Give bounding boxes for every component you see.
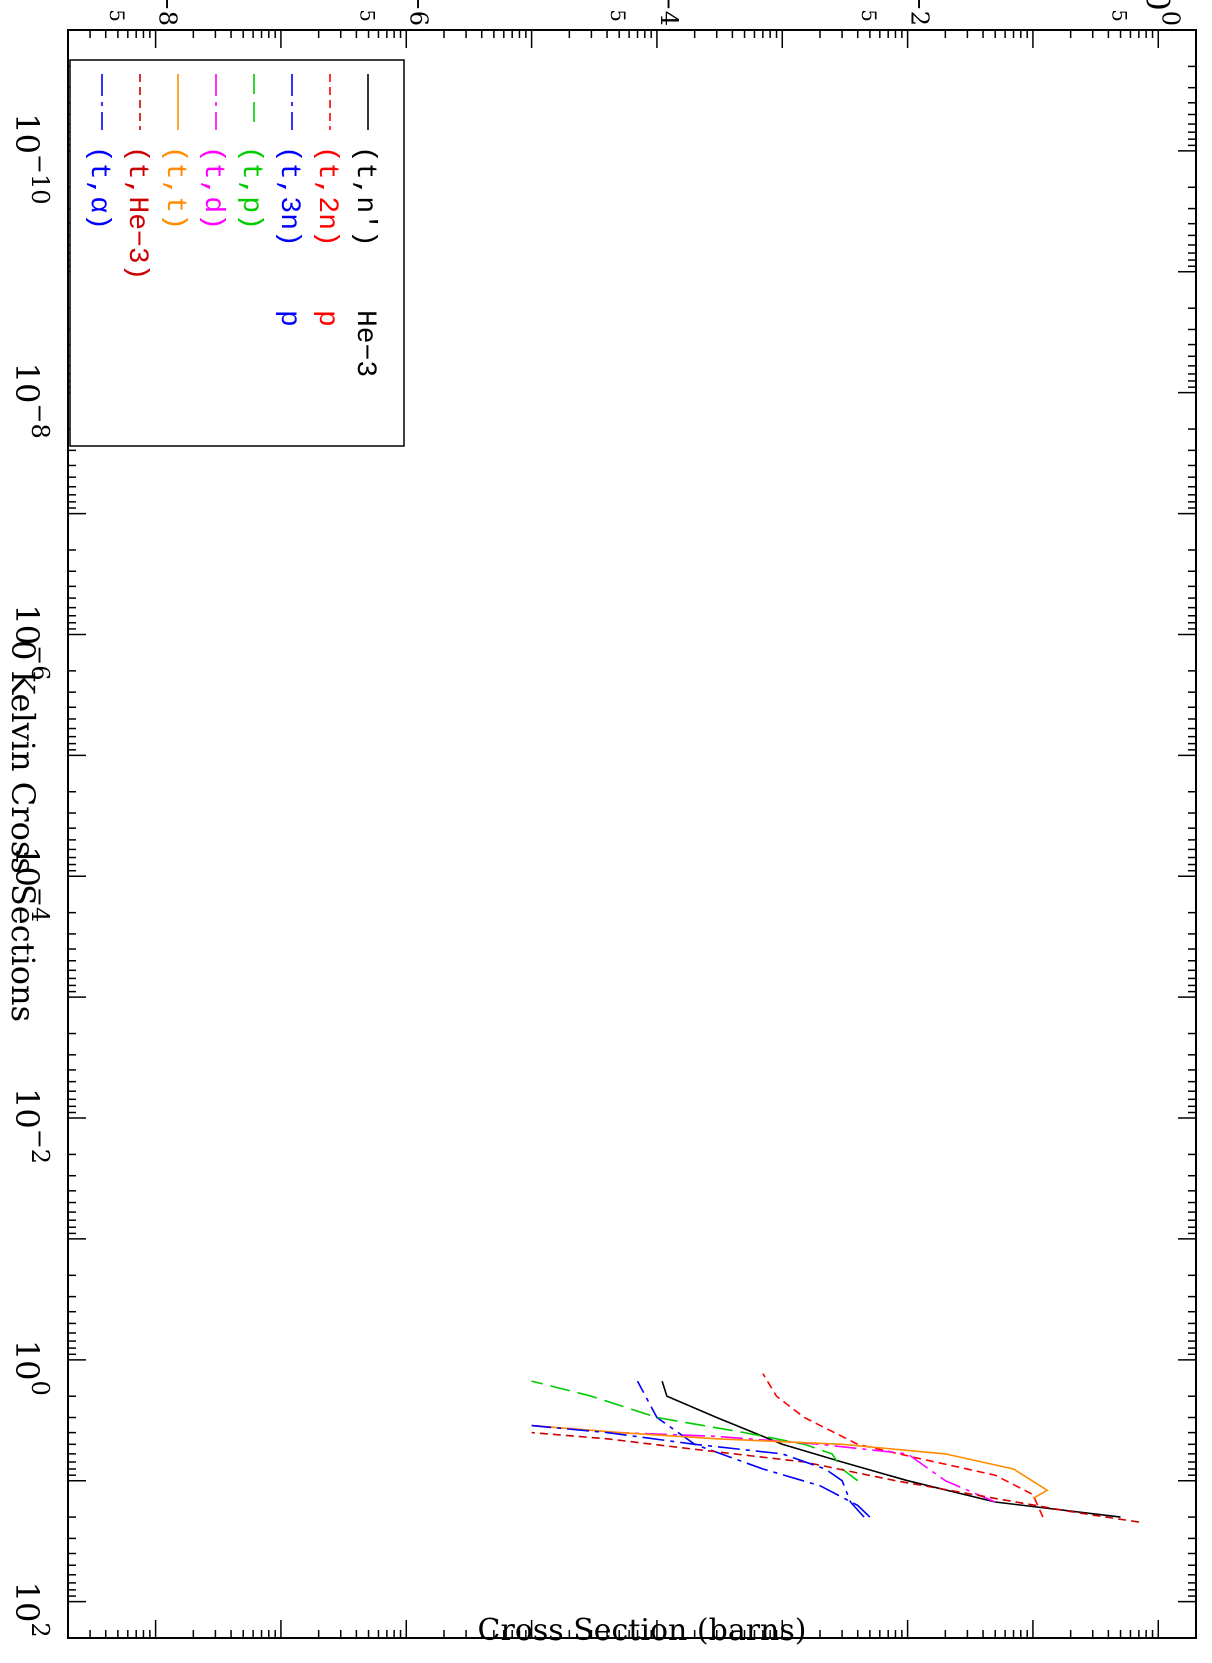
series-line [531,1380,859,1482]
y-minor-label: 5 [1108,9,1132,22]
y-axis-label: Cross Section (barns) [478,1613,807,1648]
y-tick-label: 100 [1138,0,1184,26]
legend-label: (t,α) [83,146,114,230]
series-line [531,1424,865,1518]
series-line [762,1373,1044,1518]
legend-label: (t,d) [197,146,228,230]
chart-title: 0 Kelvin Cross Sections [4,640,42,1022]
x-tick-label: 102 [8,1582,54,1638]
plot-frame [67,29,1197,1639]
legend-label: (t,3n) [273,146,304,247]
legend-label: (t,2n) [311,146,342,247]
y-minor-label: 5 [857,9,881,22]
series-line [661,1380,1121,1518]
tick-labels: 10−10 10−8 10−6 10−4 10−2 100 102 100 10−2 10−4 10… [8,0,1184,1638]
series-line [636,1380,871,1518]
series-line [531,1431,1140,1523]
legend-label: (t,n') [349,146,380,247]
legend-label-suffix: p [273,310,304,327]
legend-box [69,59,405,447]
x-tick-label: 10−10 [8,113,54,204]
y-tick-label: 10−4 [637,0,683,26]
series-layer [531,1373,1140,1523]
rotated-plot: 0 Kelvin Cross Sections Cross Section (b… [4,0,1197,1648]
x-tick-label: 10−4 [8,846,54,922]
y-minor-label: 5 [606,9,630,22]
legend-label: (t,He−3) [121,146,152,280]
y-minor-label: 5 [356,9,380,22]
legend-label-suffix: He−3 [349,310,380,377]
legend-label: (t,p) [235,146,266,230]
axes-frame [67,29,1197,1639]
legend-label-suffix: p [311,310,342,327]
legend: (t,n')He−3(t,2n)p(t,3n)p(t,p)(t,d)(t,t)(… [69,59,405,447]
legend-label: (t,t) [159,146,190,230]
series-line [531,1424,1049,1500]
x-tick-label: 10−8 [8,363,54,439]
x-tick-label: 10−6 [8,604,54,680]
y-tick-label: 10−8 [136,0,182,26]
y-tick-label: 10−6 [386,0,432,26]
x-tick-label: 100 [8,1340,54,1396]
y-tick-label: 10−2 [888,0,934,26]
x-tick-label: 10−2 [8,1088,54,1164]
y-minor-label: 5 [105,9,129,22]
